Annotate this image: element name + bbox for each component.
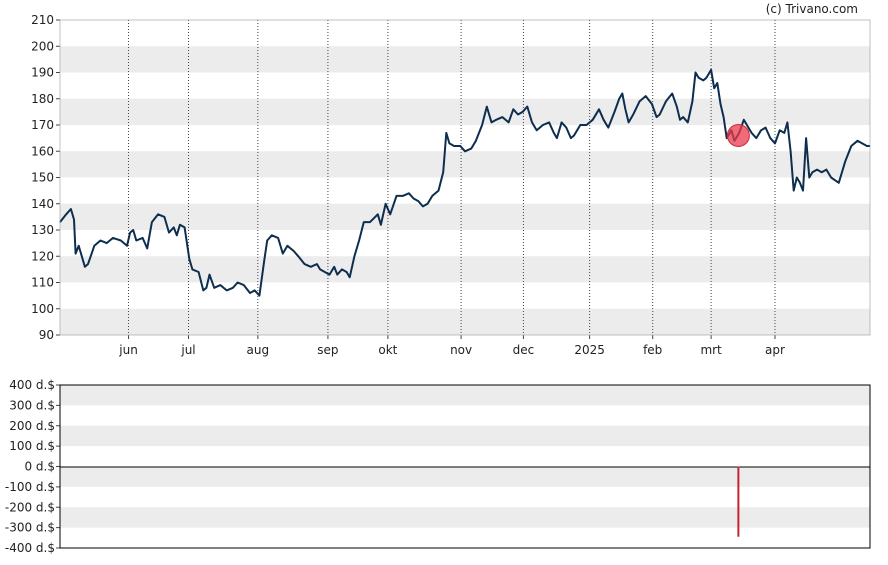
price-y-axis-ticks: 90 100 110 120 130 140 150 160 170 180 190 200 210 — [31, 13, 60, 342]
price-panel-frame — [59, 19, 871, 336]
y-tick-label: 140 — [31, 197, 54, 211]
y-tick-label: -300 d.$ — [5, 521, 55, 535]
x-tick-label: jun — [118, 343, 138, 357]
y-tick-label: 200 — [31, 39, 54, 53]
y-tick-label: 150 — [31, 171, 54, 185]
grid-band — [60, 385, 870, 406]
x-tick-label: dec — [513, 343, 535, 357]
y-tick-label: 100 d.$ — [9, 439, 55, 453]
price-x-axis-ticks: jun jul aug sep okt nov dec 2025 feb mrt apr — [118, 335, 785, 357]
x-tick-label: jul — [180, 343, 195, 357]
y-tick-label: -400 d.$ — [5, 541, 55, 555]
y-tick-label: -200 d.$ — [5, 500, 55, 514]
y-tick-label: -100 d.$ — [5, 480, 55, 494]
y-tick-label: 120 — [31, 249, 54, 263]
y-tick-label: 190 — [31, 66, 54, 80]
volume-y-axis-ticks: 400 d.$ 300 d.$ 200 d.$ 100 d.$ 0 d.$ -100 d.… — [5, 378, 60, 555]
x-tick-label: nov — [450, 343, 472, 357]
y-tick-label: 100 — [31, 302, 54, 316]
credit-label: (c) Trivano.com — [766, 2, 858, 16]
x-tick-label: aug — [247, 343, 270, 357]
y-tick-label: 130 — [31, 223, 54, 237]
x-tick-label: feb — [643, 343, 662, 357]
grid-band — [60, 46, 870, 73]
y-tick-label: 110 — [31, 276, 54, 290]
price-series-line — [59, 68, 870, 297]
grid-band — [60, 466, 870, 487]
sell-marker — [726, 124, 750, 147]
x-tick-label: mrt — [700, 343, 722, 357]
y-tick-label: 160 — [31, 144, 54, 158]
grid-band — [60, 308, 870, 335]
y-tick-label: 200 d.$ — [9, 419, 55, 433]
y-tick-label: 0 d.$ — [24, 460, 55, 474]
x-tick-label: 2025 — [574, 343, 605, 357]
y-tick-label: 400 d.$ — [9, 378, 55, 392]
y-tick-label: 180 — [31, 92, 54, 106]
grid-band — [60, 256, 870, 283]
y-tick-label: 210 — [31, 13, 54, 27]
grid-band — [60, 425, 870, 447]
price-panel-bands — [60, 46, 870, 335]
grid-band — [60, 98, 870, 125]
transaction-markers — [726, 124, 750, 147]
x-tick-label: sep — [317, 343, 338, 357]
grid-band — [60, 203, 870, 230]
volume-panel-bands — [60, 385, 870, 528]
volume-panel-frame — [59, 384, 871, 549]
grid-band — [60, 507, 870, 528]
x-tick-label: apr — [765, 343, 785, 357]
grid-band — [60, 151, 870, 178]
y-tick-label: 300 d.$ — [9, 398, 55, 412]
y-tick-label: 170 — [31, 118, 54, 132]
y-tick-label: 90 — [39, 328, 54, 342]
x-tick-label: okt — [378, 343, 397, 357]
